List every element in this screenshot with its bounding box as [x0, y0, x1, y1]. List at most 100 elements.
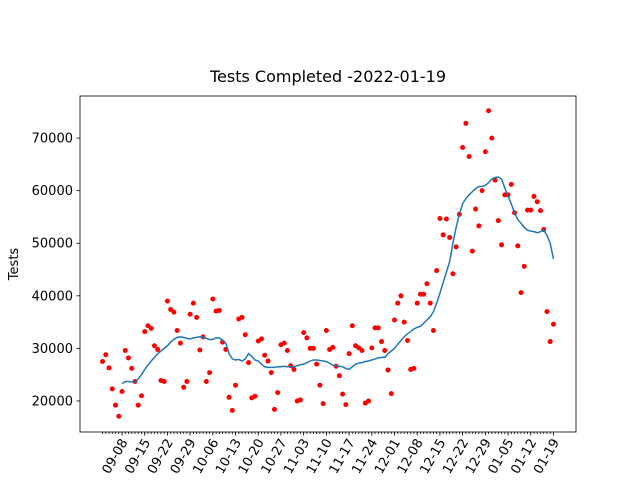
data-point — [499, 242, 505, 248]
data-point — [291, 366, 297, 372]
data-point — [151, 343, 157, 349]
data-point — [434, 268, 440, 274]
y-axis-label: Tests — [7, 248, 22, 282]
data-point — [349, 323, 355, 329]
data-point — [476, 223, 482, 229]
data-point — [125, 355, 131, 361]
data-point — [265, 358, 271, 364]
data-point — [343, 402, 349, 408]
data-point — [479, 188, 485, 194]
data-point — [346, 351, 352, 357]
data-point — [340, 391, 346, 397]
data-point — [508, 181, 514, 187]
data-point — [392, 317, 398, 323]
data-point — [437, 216, 443, 222]
data-point — [229, 407, 235, 413]
data-point — [463, 120, 469, 126]
data-point — [233, 382, 239, 388]
data-point — [443, 216, 449, 222]
data-point — [171, 309, 177, 315]
data-point — [161, 379, 167, 385]
data-point — [388, 391, 394, 397]
data-point — [398, 293, 404, 299]
data-point — [314, 361, 320, 367]
data-point — [486, 108, 492, 114]
data-point — [430, 328, 436, 334]
data-point — [207, 370, 213, 376]
y-tick-label: 70000 — [32, 132, 73, 147]
data-point — [181, 384, 187, 390]
y-tick-label: 50000 — [32, 237, 73, 252]
data-point — [424, 281, 430, 287]
data-point — [281, 340, 287, 346]
data-point — [246, 360, 252, 366]
data-point — [271, 406, 277, 412]
data-point — [317, 382, 323, 388]
plot-frame — [79, 95, 577, 433]
data-point — [366, 398, 372, 404]
data-point — [155, 346, 161, 352]
data-point — [138, 393, 144, 399]
data-point — [537, 208, 543, 214]
data-point — [473, 206, 479, 212]
data-point — [547, 339, 553, 345]
data-point — [203, 379, 209, 385]
data-point — [534, 199, 540, 205]
data-point — [320, 401, 326, 407]
data-point — [116, 413, 122, 419]
data-point — [489, 135, 495, 141]
data-point — [521, 263, 527, 269]
data-point — [460, 145, 466, 151]
data-point — [164, 298, 170, 304]
data-point — [106, 365, 112, 371]
data-point — [187, 311, 193, 317]
data-point — [544, 309, 550, 315]
data-point — [440, 232, 446, 238]
data-point — [284, 347, 290, 353]
data-point — [177, 340, 183, 346]
data-point — [550, 321, 556, 327]
data-point — [122, 347, 128, 353]
data-point — [447, 234, 453, 240]
data-point — [148, 325, 154, 331]
y-tick-label: 60000 — [32, 184, 73, 199]
data-point — [135, 402, 141, 408]
data-point — [450, 271, 456, 277]
data-point — [469, 248, 475, 254]
data-point — [466, 153, 472, 159]
line-series — [121, 176, 555, 385]
data-point — [184, 379, 190, 385]
data-point — [336, 373, 342, 379]
data-point — [119, 389, 125, 395]
data-point — [304, 335, 310, 341]
data-point — [518, 290, 524, 296]
data-point — [129, 365, 135, 371]
data-point — [258, 336, 264, 342]
data-point — [359, 347, 365, 353]
data-point — [216, 308, 222, 314]
data-point — [142, 329, 148, 335]
data-point — [404, 338, 410, 344]
data-point — [515, 243, 521, 249]
data-point — [197, 347, 203, 353]
data-point — [268, 370, 274, 376]
data-point — [528, 207, 534, 213]
data-point — [385, 367, 391, 373]
chart-title: Tests Completed -2022-01-19 — [209, 67, 446, 86]
data-point — [239, 314, 245, 320]
data-point — [100, 359, 106, 365]
data-point — [113, 402, 119, 408]
data-point — [252, 393, 258, 399]
data-point — [382, 347, 388, 353]
data-point — [482, 149, 488, 155]
data-point — [369, 345, 375, 351]
data-point — [395, 300, 401, 306]
data-point — [262, 352, 268, 358]
data-point — [375, 325, 381, 331]
data-point — [379, 339, 385, 345]
data-point — [453, 244, 459, 250]
data-point — [297, 397, 303, 403]
data-point — [401, 319, 407, 325]
data-point — [427, 300, 433, 306]
